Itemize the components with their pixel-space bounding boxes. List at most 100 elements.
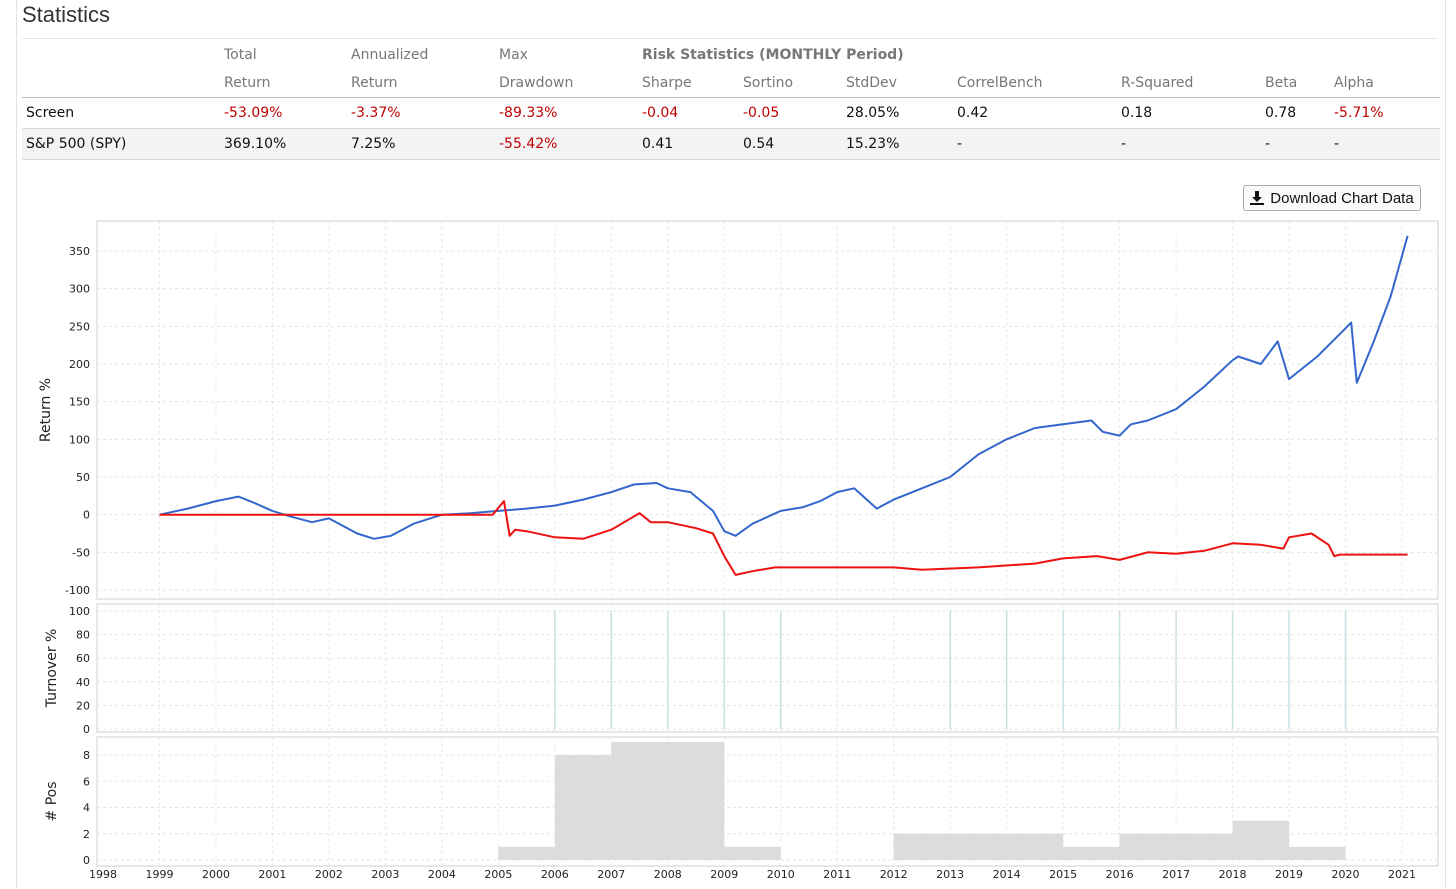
download-button-label: Download Chart Data	[1270, 189, 1414, 207]
header-cell	[22, 69, 220, 98]
table-cell: -	[1117, 128, 1261, 160]
series-line-spy	[159, 235, 1409, 540]
y-axis-title: # Pos	[44, 782, 60, 822]
position-count-bar	[1289, 846, 1346, 860]
y-tick-label: 40	[76, 676, 90, 689]
x-tick-label: 2013	[936, 868, 964, 881]
table-cell: 369.10%	[220, 128, 347, 160]
y-tick-label: 80	[76, 629, 90, 642]
header-row-bottom: Return Return Drawdown Sharpe Sortino St…	[22, 69, 1440, 98]
title-divider	[22, 38, 1438, 39]
header-cell: Return	[347, 69, 495, 98]
table-cell: -0.05	[739, 97, 842, 129]
row-label: S&P 500 (SPY)	[22, 128, 220, 160]
table-cell: -	[953, 128, 1117, 160]
header-cell: Max	[499, 46, 528, 63]
table-cell: -89.33%	[495, 97, 638, 129]
header-cell: StdDev	[842, 69, 953, 98]
x-tick-label: 2021	[1388, 868, 1416, 881]
y-tick-label: 100	[69, 605, 90, 618]
x-tick-label: 2004	[428, 868, 456, 881]
y-axis-title: Turnover %	[44, 629, 60, 709]
x-tick-label: 2020	[1332, 868, 1360, 881]
x-tick-label: 2016	[1106, 868, 1134, 881]
panel-frame	[96, 736, 1439, 867]
x-tick-label: 2009	[710, 868, 738, 881]
x-tick-label: 2000	[202, 868, 230, 881]
y-tick-label: 0	[83, 723, 90, 736]
x-tick-label: 2007	[597, 868, 625, 881]
header-cell: Drawdown	[495, 69, 638, 98]
x-tick-label: 2011	[823, 868, 851, 881]
x-tick-label: 2012	[880, 868, 908, 881]
risk-statistics-heading: Risk Statistics (MONTHLY Period)	[642, 46, 904, 63]
x-tick-label: 2014	[993, 868, 1021, 881]
y-tick-label: 250	[69, 320, 90, 333]
header-cell: Beta	[1261, 69, 1330, 98]
table-cell: 0.18	[1117, 97, 1261, 129]
position-count-bar	[554, 755, 612, 860]
position-count-bar	[1063, 846, 1120, 860]
table-cell: 0.42	[953, 97, 1117, 129]
x-tick-label: 1998	[89, 868, 117, 881]
download-chart-data-button[interactable]: Download Chart Data	[1243, 185, 1421, 211]
table-cell: 28.05%	[842, 97, 953, 129]
header-cell: Return	[220, 69, 347, 98]
y-tick-label: 200	[69, 358, 90, 371]
position-count-bar	[1119, 833, 1233, 860]
y-tick-label: 50	[76, 471, 90, 484]
y-tick-label: 0	[83, 854, 90, 867]
header-cell: CorrelBench	[953, 69, 1117, 98]
y-axis-title: Return %	[38, 378, 54, 442]
header-cell: R-Squared	[1117, 69, 1261, 98]
table-cell: 7.25%	[347, 128, 495, 160]
x-tick-label: 2019	[1275, 868, 1303, 881]
table-cell: 0.41	[638, 128, 739, 160]
position-count-bar	[724, 846, 781, 860]
y-tick-label: 2	[83, 828, 90, 841]
header-cell: Sortino	[739, 69, 842, 98]
table-cell: 0.54	[739, 128, 842, 160]
panel-frame	[96, 220, 1439, 600]
x-tick-label: 2002	[315, 868, 343, 881]
position-count-bar	[1232, 820, 1290, 860]
x-tick-label: 2003	[371, 868, 399, 881]
y-tick-label: 60	[76, 652, 90, 665]
y-tick-label: 100	[69, 433, 90, 446]
y-tick-label: -50	[72, 546, 90, 559]
content-frame	[16, 0, 1446, 889]
y-tick-label: 300	[69, 283, 90, 296]
table-row-spy: S&P 500 (SPY) 369.10% 7.25% -55.42% 0.41…	[22, 128, 1440, 160]
table-row-screen: Screen -53.09% -3.37% -89.33% -0.04 -0.0…	[22, 97, 1440, 129]
y-tick-label: 0	[83, 509, 90, 522]
header-cell: Alpha	[1330, 69, 1440, 98]
table-cell: 0.78	[1261, 97, 1330, 129]
x-tick-label: 2008	[654, 868, 682, 881]
row-label: Screen	[22, 97, 220, 129]
table-cell: -5.71%	[1330, 97, 1440, 129]
table-cell: -	[1261, 128, 1330, 160]
y-tick-label: 4	[83, 802, 90, 815]
x-tick-label: 2010	[767, 868, 795, 881]
header-cell: Total	[224, 46, 257, 63]
table-cell: -0.04	[638, 97, 739, 129]
x-tick-label: 2017	[1162, 868, 1190, 881]
position-count-bar	[611, 741, 725, 860]
x-tick-label: 2005	[484, 868, 512, 881]
statistics-table: Total Annualized Max Risk Statistics (MO…	[22, 40, 1440, 160]
page-title: Statistics	[22, 2, 111, 27]
table-cell: 15.23%	[842, 128, 953, 160]
y-tick-label: 350	[69, 245, 90, 258]
x-tick-label: 2018	[1219, 868, 1247, 881]
table-cell: -	[1330, 128, 1440, 160]
download-icon	[1250, 191, 1265, 205]
table-cell: -3.37%	[347, 97, 495, 129]
x-tick-label: 2001	[258, 868, 286, 881]
table-cell: -53.09%	[220, 97, 347, 129]
header-cell: Sharpe	[638, 69, 739, 98]
position-count-bar	[893, 833, 1064, 860]
position-count-bar	[498, 846, 555, 860]
table-cell: -55.42%	[495, 128, 638, 160]
y-tick-label: 20	[76, 699, 90, 712]
